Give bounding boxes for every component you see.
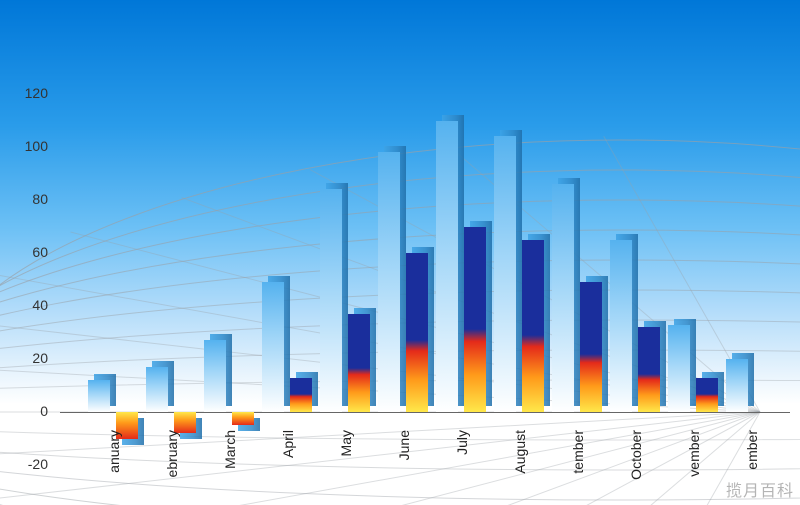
x-category-label: April	[280, 430, 296, 500]
bar-series-a	[726, 359, 748, 412]
bar-series-a	[146, 367, 168, 412]
x-category-label: ebruary	[164, 430, 180, 500]
x-category-label: tember	[570, 430, 586, 500]
bar-series-a	[552, 184, 574, 412]
bar-series-b	[348, 314, 370, 412]
monthly-bar-chart: -20 0 20 40 60 80 100 120 anuary ebruary March Apri…	[0, 0, 800, 505]
bar-series-a	[204, 340, 226, 412]
bar-series-a	[668, 325, 690, 412]
bar-series-b	[522, 240, 544, 412]
y-tick-label: 120	[8, 85, 48, 101]
y-tick-label: 60	[8, 244, 48, 260]
bar-series-a	[610, 240, 632, 412]
y-tick-label: 100	[8, 138, 48, 154]
bar-series-b	[406, 253, 428, 412]
y-tick-label: 40	[8, 297, 48, 313]
baseline	[60, 412, 790, 413]
x-category-label: June	[396, 430, 412, 500]
bar-series-b	[580, 282, 602, 412]
x-category-label: July	[454, 430, 470, 500]
watermark: 揽月百科	[726, 477, 794, 501]
bar-series-a	[262, 282, 284, 412]
x-category-label: March	[222, 430, 238, 500]
bar-series-a	[436, 121, 458, 413]
bar-series-a	[88, 380, 110, 412]
y-tick-label: 20	[8, 350, 48, 366]
x-category-label: August	[512, 430, 528, 500]
y-tick-label: 80	[8, 191, 48, 207]
bar-series-b	[232, 412, 254, 425]
stage: -20 0 20 40 60 80 100 120 anuary ebruary March Apri…	[0, 0, 800, 505]
x-category-label: May	[338, 430, 354, 500]
bar-series-a	[494, 136, 516, 412]
y-tick-label: 0	[8, 403, 48, 419]
bar-series-a	[320, 189, 342, 412]
bar-series-b	[638, 327, 660, 412]
x-category-label: vember	[686, 430, 702, 500]
bar-series-b	[696, 378, 718, 412]
y-tick-label: -20	[8, 456, 48, 472]
x-category-label: anuary	[106, 430, 122, 500]
bar-series-b	[464, 227, 486, 413]
x-category-label: October	[628, 430, 644, 500]
bar-series-a	[378, 152, 400, 412]
bar-series-b	[290, 378, 312, 412]
